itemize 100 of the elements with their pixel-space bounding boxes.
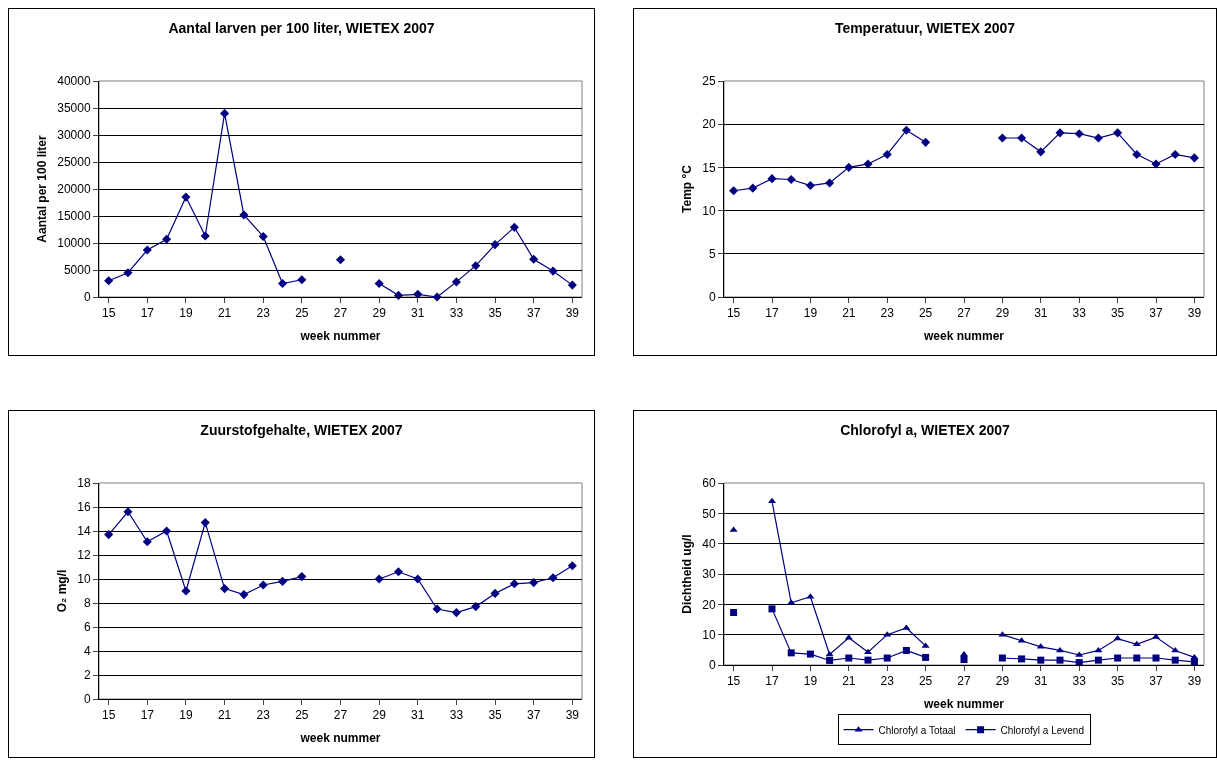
point [1151, 159, 1161, 169]
x-tick-label: 21 [217, 306, 232, 321]
x-tick-label: 39 [565, 306, 580, 321]
x-tick-label: 37 [527, 708, 541, 723]
point [787, 649, 795, 657]
y-tick-label: 18 [77, 476, 91, 491]
x-tick-label: 35 [1110, 306, 1125, 321]
y-tick-label: 14 [77, 524, 91, 539]
y-tick-label: 20 [702, 117, 716, 132]
point [162, 234, 172, 244]
point [335, 255, 346, 265]
x-tick-label: 15 [726, 674, 741, 689]
point [921, 137, 931, 147]
y-tick-label: 25 [702, 74, 716, 89]
point [1133, 654, 1141, 662]
x-tick-label: 33 [1072, 674, 1087, 689]
x-tick-label: 39 [1187, 674, 1202, 689]
x-tick-label: 19 [803, 306, 818, 321]
point [471, 261, 481, 271]
point [239, 590, 249, 600]
point [998, 654, 1006, 662]
chart-title: Zuurstofgehalte, WIETEX 2007 [200, 421, 403, 438]
x-tick-label: 21 [842, 306, 856, 321]
y-tick-label: 0 [83, 692, 91, 707]
point [509, 579, 519, 589]
chart-title: Aantal larven per 100 liter, WIETEX 2007 [168, 19, 435, 36]
point [863, 159, 873, 169]
x-tick-label: 25 [295, 708, 309, 723]
point [548, 573, 558, 583]
y-tick-label: 10 [702, 627, 716, 642]
point [922, 653, 930, 661]
point [748, 183, 758, 193]
y-tick-label: 20 [702, 597, 716, 612]
y-tick-label: 15 [702, 160, 716, 175]
x-tick-label: 15 [101, 306, 116, 321]
x-tick-label: 17 [765, 674, 779, 689]
point [1171, 656, 1179, 664]
x-tick-label: 31 [1034, 674, 1048, 689]
x-tick-label: 27 [957, 674, 971, 689]
point [729, 186, 739, 196]
point [374, 574, 384, 584]
point [567, 280, 577, 290]
x-tick-label: 15 [726, 306, 741, 321]
point [142, 245, 152, 255]
point [239, 210, 249, 220]
point [529, 578, 539, 588]
point [767, 174, 777, 184]
point [200, 231, 210, 241]
x-axis-title: week nummer [922, 329, 1005, 344]
y-tick-label: 2 [83, 668, 91, 683]
x-tick-label: 37 [527, 306, 541, 321]
point [529, 254, 539, 264]
y-tick-label: 12 [77, 548, 91, 563]
y-tick-label: 4 [83, 644, 91, 659]
point [220, 584, 230, 594]
point [863, 648, 873, 655]
x-tick-label: 23 [880, 306, 895, 321]
x-tick-label: 19 [803, 674, 818, 689]
x-axis-title: week nummer [922, 697, 1005, 712]
point [805, 180, 815, 191]
x-tick-label: 33 [449, 306, 464, 321]
y-tick-label: 25000 [57, 155, 91, 170]
x-tick-label: 29 [372, 306, 387, 321]
x-tick-label: 17 [765, 306, 779, 321]
chart-title: Temperatuur, WIETEX 2007 [834, 19, 1016, 36]
point [1152, 654, 1160, 662]
point [806, 650, 814, 658]
point [1170, 149, 1180, 159]
point [451, 277, 461, 287]
x-tick-label: 25 [918, 674, 933, 689]
x-tick-label: 33 [449, 708, 464, 723]
point [901, 125, 911, 135]
point [786, 174, 796, 185]
point [509, 222, 519, 232]
point [825, 650, 834, 657]
y-tick-label: 10 [702, 203, 716, 218]
x-tick-label: 29 [995, 674, 1010, 689]
point [1018, 655, 1026, 663]
point [845, 654, 853, 662]
point [297, 572, 307, 582]
point [1093, 133, 1103, 143]
point [1114, 654, 1122, 662]
point [451, 608, 461, 618]
y-tick-label: 5000 [63, 263, 91, 278]
point [490, 588, 500, 598]
point [959, 650, 969, 657]
point [1189, 153, 1199, 163]
chart-title: Chlorofyl a, WIETEX 2007 [840, 421, 1011, 438]
point [432, 604, 442, 614]
point [162, 526, 172, 536]
point [297, 275, 307, 285]
x-axis-title: week nummer [299, 731, 381, 746]
x-tick-label: 19 [179, 306, 193, 321]
y-tick-label: 8 [83, 596, 91, 611]
point [374, 278, 384, 289]
point [1017, 133, 1027, 143]
x-tick-label: 23 [256, 708, 271, 723]
point [1055, 128, 1065, 138]
y-axis-title: O₂ mg/l [54, 569, 69, 613]
x-tick-label: 21 [217, 708, 232, 723]
